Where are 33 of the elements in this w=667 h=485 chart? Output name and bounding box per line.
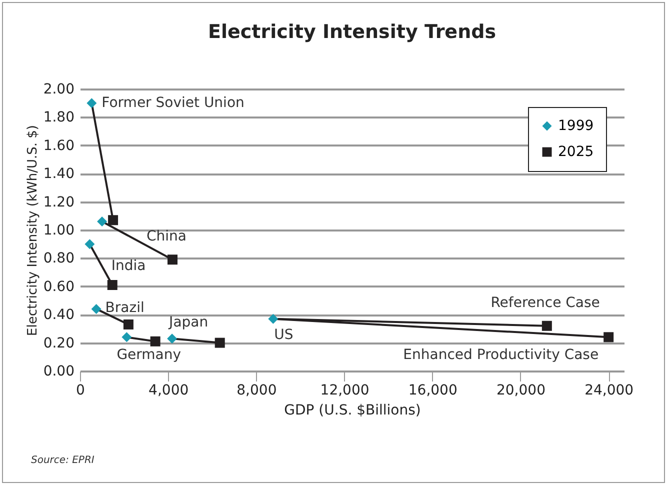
annotation: Brazil xyxy=(105,300,144,316)
x-tick-label: 20,000 xyxy=(496,382,546,398)
chart-title: Electricity Intensity Trends xyxy=(208,21,496,43)
x-tick-label: 12,000 xyxy=(320,382,370,398)
x-tick-label: 16,000 xyxy=(408,382,458,398)
annotation: Germany xyxy=(116,347,182,364)
annotation: Japan xyxy=(168,314,208,331)
y-axis-title: Electricity Intensity (kWh/U.S. $) xyxy=(25,124,40,336)
x-tick-label: 24,000 xyxy=(584,382,634,398)
annotation: Enhanced Productivity Case xyxy=(403,347,599,364)
y-tick-label: 0.80 xyxy=(43,250,74,267)
x-tick-label: 4,000 xyxy=(148,382,189,398)
annotation: Former Soviet Union xyxy=(102,95,244,112)
y-tick-label: 0.00 xyxy=(43,364,74,380)
legend-label: 1999 xyxy=(558,118,594,134)
source-note: Source: EPRI xyxy=(31,455,94,466)
y-tick-label: 0.60 xyxy=(43,278,74,295)
y-tick-label: 1.20 xyxy=(43,194,74,210)
annotation: US xyxy=(274,326,294,343)
annotation: Reference Case xyxy=(490,294,600,311)
y-tick-label: 1.60 xyxy=(43,138,74,154)
x-tick-label: 8,000 xyxy=(236,382,277,398)
y-tick-label: 0.40 xyxy=(43,307,74,324)
y-tick-label: 1.40 xyxy=(43,166,74,182)
y-tick-label: 2.00 xyxy=(43,82,74,98)
legend-label: 2025 xyxy=(558,144,594,160)
annotation: India xyxy=(111,258,146,274)
y-tick-label: 1.00 xyxy=(43,222,74,238)
x-axis-title: GDP (U.S. $Billions) xyxy=(284,402,421,418)
y-tick-label: 1.80 xyxy=(43,110,74,126)
y-tick-label: 0.20 xyxy=(43,335,74,352)
annotation: China xyxy=(146,228,186,245)
x-tick-label: 0 xyxy=(76,382,85,398)
